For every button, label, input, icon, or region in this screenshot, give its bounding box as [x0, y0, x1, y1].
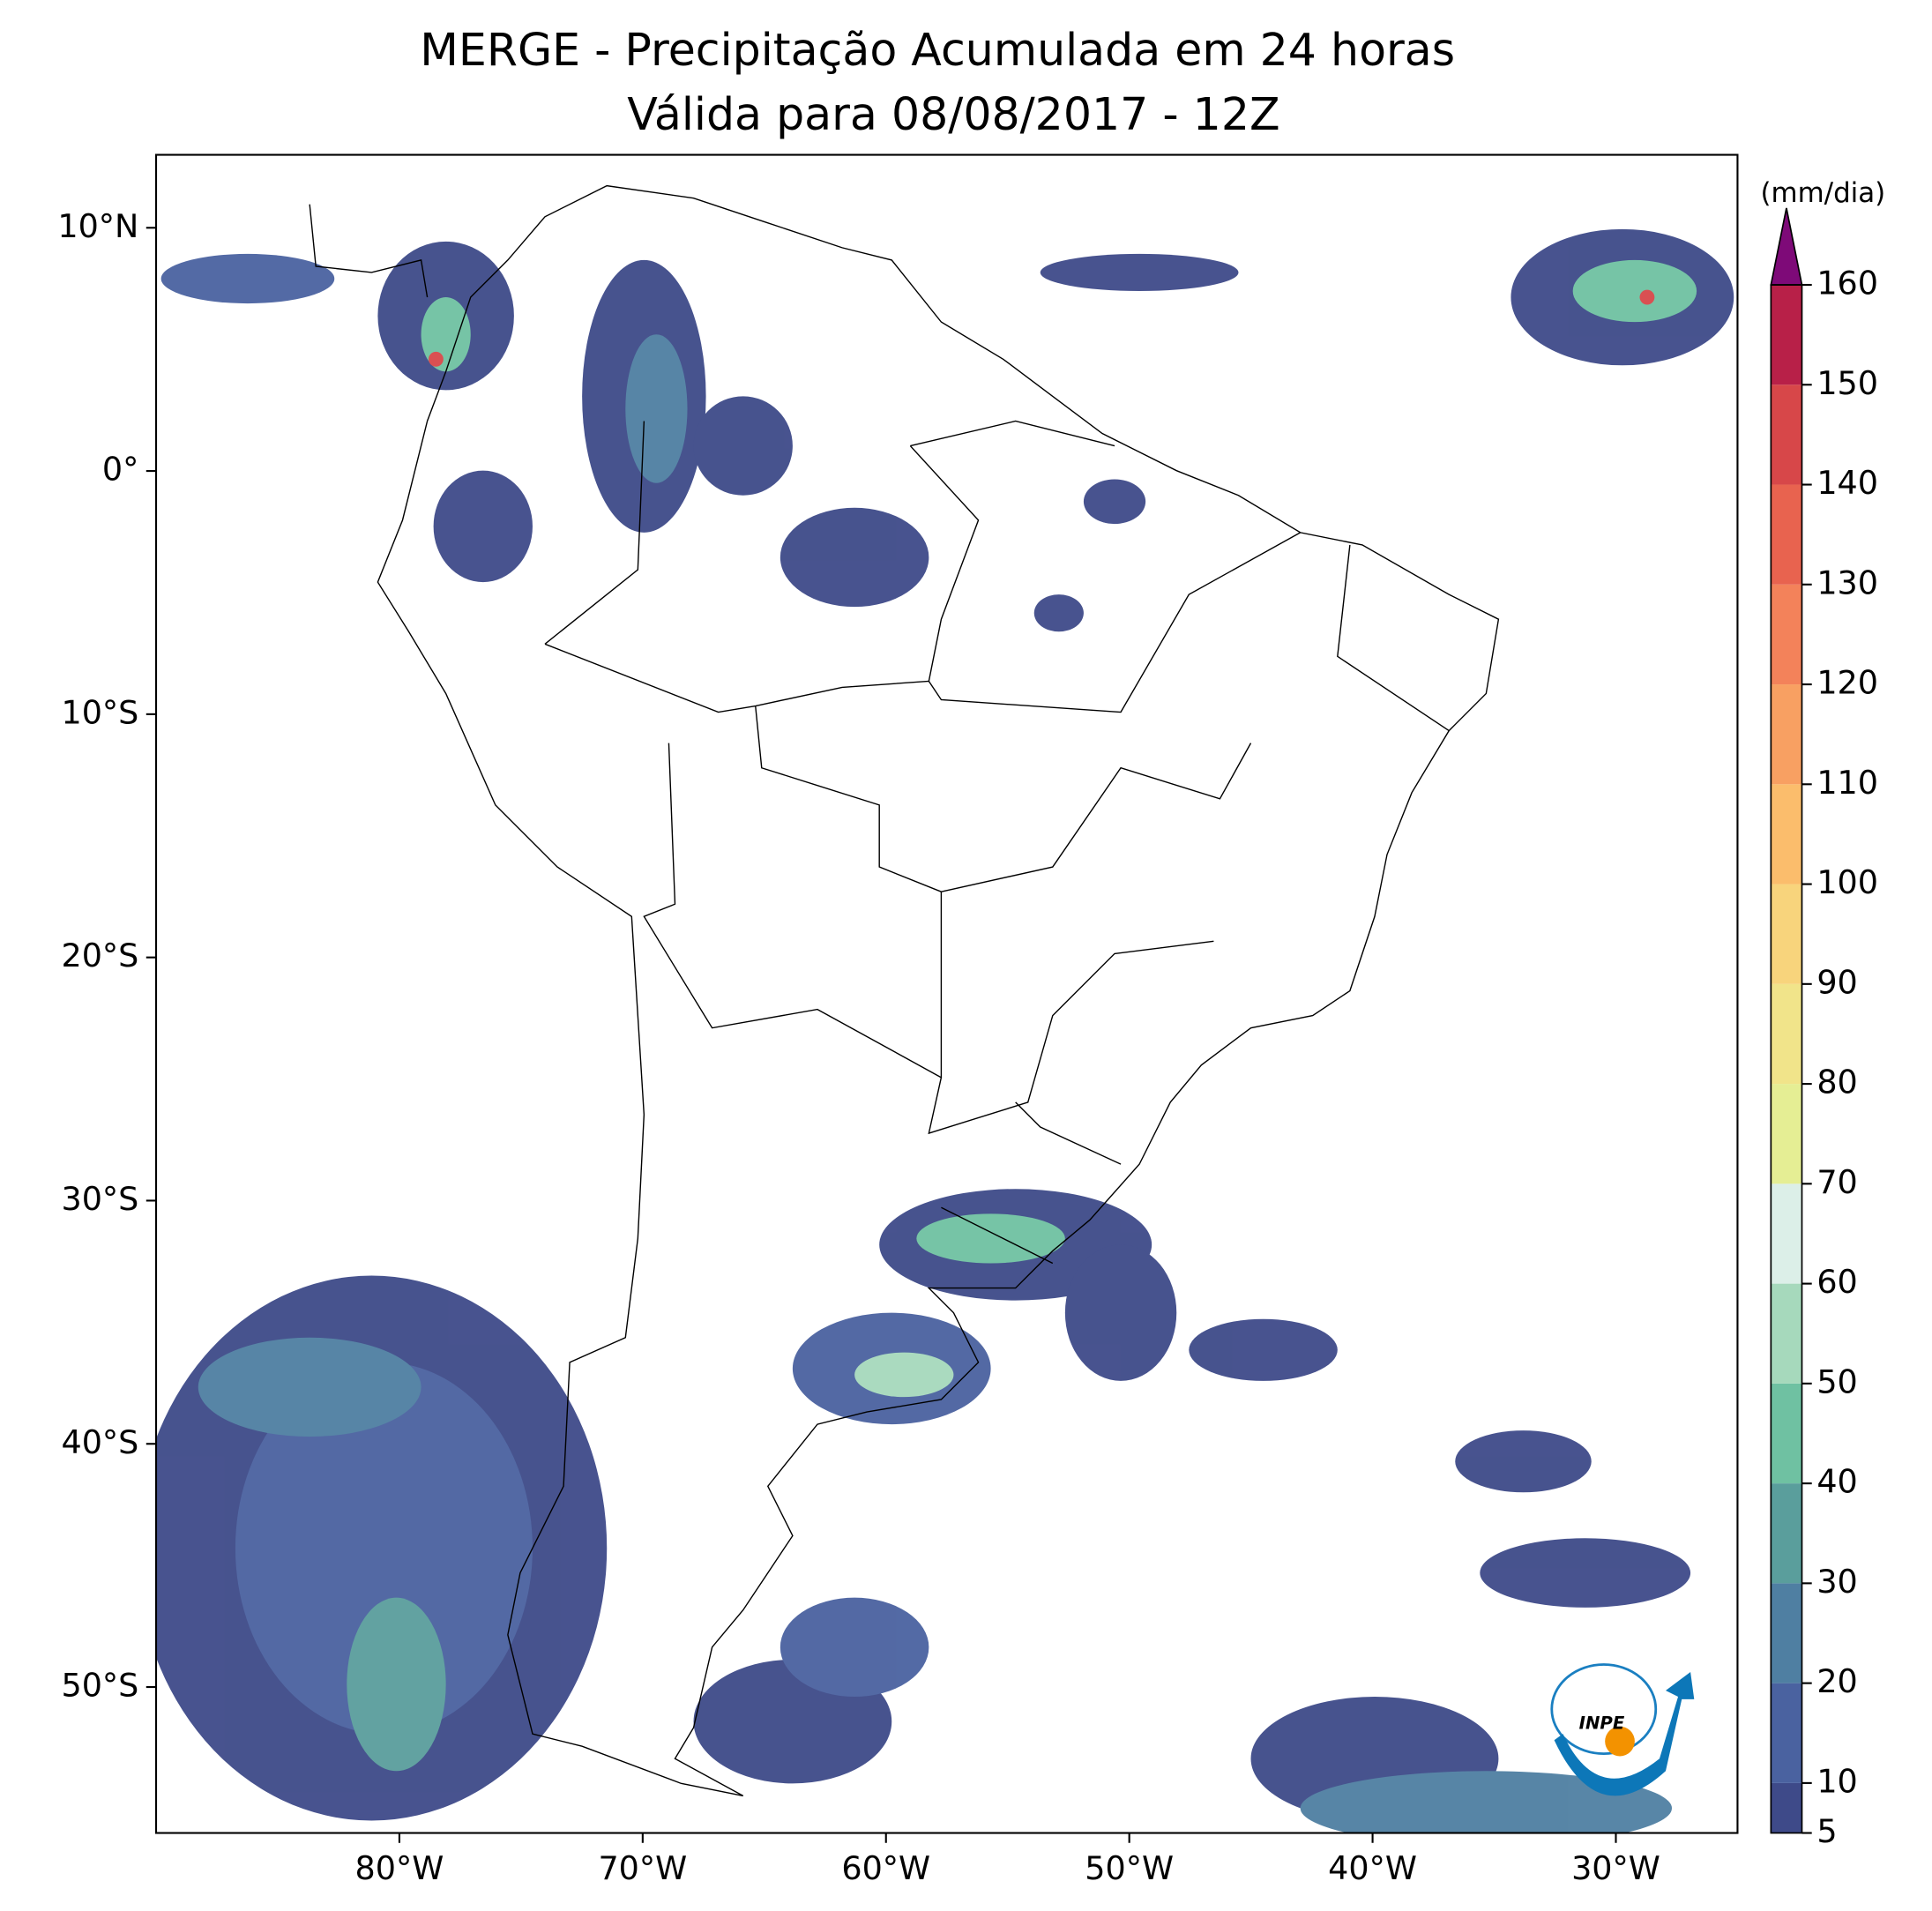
colorbar-band	[1771, 1084, 1802, 1184]
x-tick-label: 50°W	[1085, 1849, 1174, 1887]
colorbar-tick-label: 80	[1816, 1064, 1857, 1101]
precipitation	[156, 228, 1734, 1833]
colorbar-band	[1771, 983, 1802, 1085]
y-tick-label: 50°S	[61, 1667, 138, 1705]
border	[755, 544, 1450, 892]
x-tick-label: 60°W	[841, 1849, 930, 1887]
colorbar-tick-label: 140	[1816, 464, 1878, 502]
colorbar-tick-label: 100	[1816, 863, 1878, 901]
y-tick-label: 0°	[102, 451, 138, 489]
colorbar-band	[1771, 1183, 1802, 1284]
colorbar-band	[1771, 584, 1802, 685]
colorbar-tick-label: 160	[1816, 265, 1878, 302]
colorbar-band	[1771, 1283, 1802, 1384]
map-area: INPE	[156, 184, 1734, 1833]
border	[909, 420, 1115, 682]
y-tick-label: 20°S	[61, 937, 138, 974]
colorbar-extend	[1770, 207, 1803, 286]
colorbar-tick-label: 10	[1816, 1762, 1857, 1800]
colorbar-band	[1771, 884, 1802, 984]
boundaries	[309, 184, 1500, 1797]
colorbar-tick-label: 110	[1816, 764, 1878, 802]
x-tick-label: 40°W	[1328, 1849, 1417, 1887]
logo-text: INPE	[1579, 1713, 1625, 1733]
y-tick-label: 10°N	[57, 207, 138, 245]
colorbar-band	[1771, 1483, 1802, 1584]
colorbar-tick-label: 30	[1816, 1563, 1857, 1601]
colorbar-band	[1771, 1683, 1802, 1783]
y-tick-label: 40°S	[61, 1423, 138, 1461]
y-tick-label: 30°S	[61, 1180, 138, 1218]
colorbar-tick-label: 90	[1816, 963, 1857, 1001]
x-tick-label: 70°W	[598, 1849, 687, 1887]
border	[544, 421, 645, 645]
central-america	[309, 204, 429, 298]
border	[941, 1101, 1122, 1265]
y-tick-label: 10°S	[61, 693, 138, 731]
coastline	[377, 184, 1500, 1797]
colorbar-tick-label: 60	[1816, 1263, 1857, 1301]
colorbar-tick-label: 130	[1816, 564, 1878, 601]
colorbar-band	[1771, 1383, 1802, 1484]
colorbar-band	[1771, 1782, 1802, 1833]
colorbar-tick-label: 70	[1816, 1163, 1857, 1201]
colorbar-tick-label: 150	[1816, 364, 1878, 402]
colorbar-frame	[1770, 284, 1803, 1834]
subtitle: Válida para 08/08/2017 - 12Z	[627, 88, 1279, 140]
inpe-logo: INPE	[1550, 1663, 1695, 1796]
colorbar-band	[1771, 784, 1802, 885]
colorbar-band	[1771, 684, 1802, 785]
x-tick-label: 80°W	[355, 1849, 444, 1887]
colorbar-band	[1771, 484, 1802, 585]
colorbar-tick-label: 5	[1816, 1812, 1837, 1850]
x-tick-label: 30°W	[1571, 1849, 1660, 1887]
map-frame	[154, 153, 1739, 1834]
colorbar-tick-label: 50	[1816, 1362, 1857, 1400]
colorbar-tick-label: 40	[1816, 1463, 1857, 1501]
colorbar-tick-label: 120	[1816, 664, 1878, 702]
colorbar-tick-label: 20	[1816, 1662, 1857, 1700]
border	[940, 743, 1252, 1078]
border	[643, 743, 1214, 1135]
colorbar-band	[1771, 384, 1802, 485]
colorbar-band	[1771, 285, 1802, 385]
title: MERGE - Precipitação Acumulada em 24 hor…	[420, 24, 1455, 76]
colorbar-band	[1771, 1583, 1802, 1683]
colorbar-label: (mm/dia)	[1760, 177, 1885, 209]
